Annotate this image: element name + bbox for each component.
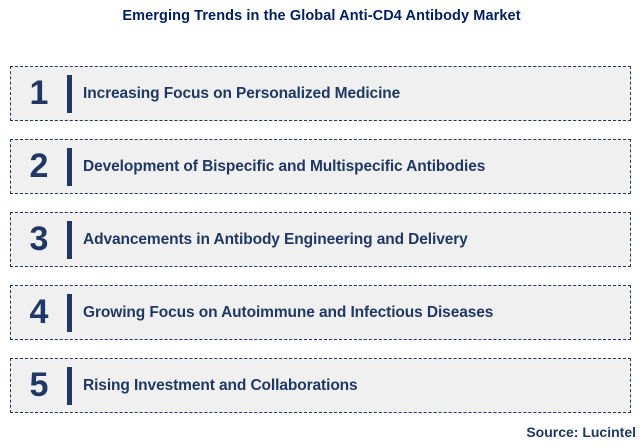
trend-number: 2 <box>29 146 49 185</box>
trend-label: Growing Focus on Autoimmune and Infectio… <box>83 303 494 321</box>
divider-bar <box>67 74 72 113</box>
trend-number: 1 <box>29 73 49 112</box>
trend-list: 1 Increasing Focus on Personalized Medic… <box>10 66 631 431</box>
divider-bar <box>67 147 72 186</box>
trend-number: 3 <box>29 219 49 258</box>
trend-label: Advancements in Antibody Engineering and… <box>83 230 468 248</box>
trend-item-3: 3 Advancements in Antibody Engineering a… <box>10 212 631 267</box>
trend-number: 5 <box>29 365 49 404</box>
divider-bar <box>67 220 72 259</box>
trend-item-5: 5 Rising Investment and Collaborations <box>10 358 631 413</box>
trend-label: Increasing Focus on Personalized Medicin… <box>83 84 401 102</box>
trend-number: 4 <box>29 292 49 331</box>
source-credit: Source: Lucintel <box>526 424 636 440</box>
trend-label: Rising Investment and Collaborations <box>83 376 358 394</box>
trend-item-1: 1 Increasing Focus on Personalized Medic… <box>10 66 631 121</box>
trend-item-2: 2 Development of Bispecific and Multispe… <box>10 139 631 194</box>
trend-item-4: 4 Growing Focus on Autoimmune and Infect… <box>10 285 631 340</box>
divider-bar <box>67 293 72 332</box>
page-title: Emerging Trends in the Global Anti-CD4 A… <box>122 8 521 24</box>
trend-label: Development of Bispecific and Multispeci… <box>83 157 486 175</box>
divider-bar <box>67 366 72 405</box>
